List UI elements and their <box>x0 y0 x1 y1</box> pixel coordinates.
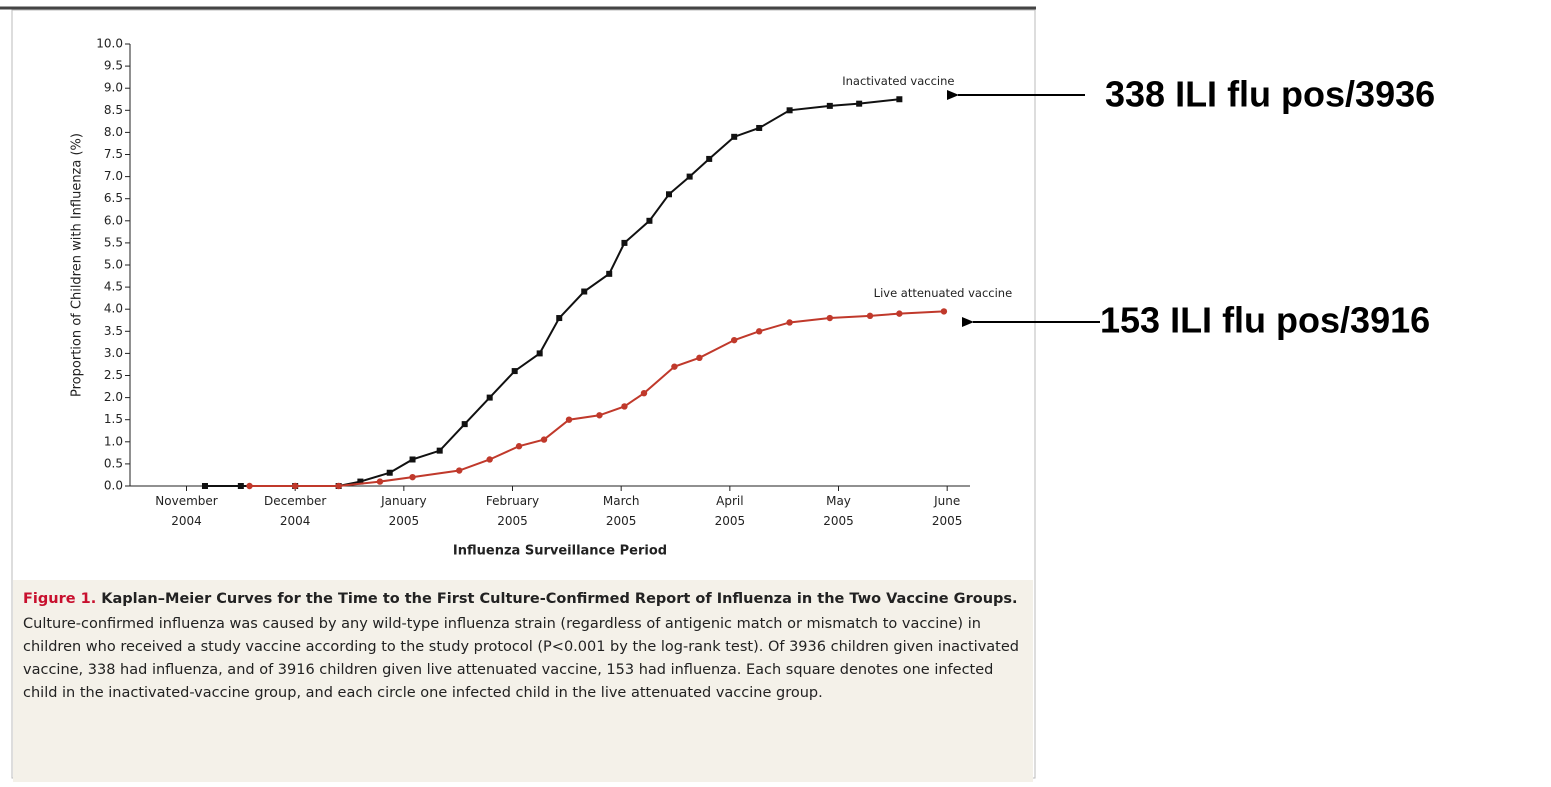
point <box>826 102 833 109</box>
y-tick-label: 10.0 <box>96 37 123 51</box>
point <box>786 107 793 114</box>
point <box>896 96 903 103</box>
y-axis-title: Proportion of Children with Influenza (%… <box>70 133 85 397</box>
point <box>540 436 548 443</box>
y-tick-label: 5.0 <box>104 258 123 272</box>
point <box>786 319 793 326</box>
point <box>621 239 628 246</box>
y-tick-label: 3.5 <box>104 324 123 338</box>
point <box>486 394 493 401</box>
y-tick-label: 9.0 <box>104 81 123 95</box>
series-line <box>204 98 900 487</box>
point <box>755 328 763 335</box>
point <box>409 473 416 481</box>
point <box>756 124 763 131</box>
y-tick-label: 7.5 <box>104 147 123 161</box>
caption-body: Culture-confirmed influenza was caused b… <box>23 616 1019 701</box>
caption-head: Figure 1. Kaplan–Meier Curves for the Ti… <box>23 588 1023 611</box>
y-tick-label: 0.5 <box>104 456 123 470</box>
point <box>291 482 299 490</box>
caption: Figure 1. Kaplan–Meier Curves for the Ti… <box>13 580 1033 782</box>
series-line <box>249 310 944 487</box>
x-tick-label: March 2005 <box>603 494 640 528</box>
point <box>896 310 903 317</box>
y-tick-label: 1.0 <box>104 434 123 448</box>
x-tick-label: April 2005 <box>715 494 746 528</box>
x-tick-label: December 2004 <box>264 494 326 528</box>
point <box>409 456 416 463</box>
y-tick-label: 4.0 <box>104 302 123 316</box>
series-label: Inactivated vaccine <box>842 74 954 88</box>
x-tick-label: June 2005 <box>932 494 963 528</box>
point <box>596 412 603 419</box>
series-label: Live attenuated vaccine <box>874 286 1013 300</box>
y-tick-label: 4.5 <box>104 280 123 294</box>
y-tick-label: 0.0 <box>104 479 123 493</box>
x-tick-label: May 2005 <box>823 494 854 528</box>
point <box>696 354 703 362</box>
point <box>730 336 738 344</box>
point <box>856 100 863 107</box>
point <box>237 483 244 489</box>
point <box>386 469 393 476</box>
point <box>606 270 613 277</box>
point <box>621 403 628 410</box>
y-tick-label: 2.5 <box>104 368 123 382</box>
annotation: 338 ILI flu pos/3936 <box>1105 74 1435 115</box>
y-tick-label: 7.0 <box>104 169 123 183</box>
point <box>246 482 253 490</box>
point <box>731 133 738 140</box>
point <box>640 389 648 397</box>
point <box>376 478 384 485</box>
y-tick-label: 3.0 <box>104 346 123 360</box>
y-tick-label: 8.5 <box>104 103 123 117</box>
point <box>706 155 713 162</box>
y-tick-label: 1.5 <box>104 412 123 426</box>
point <box>826 314 834 322</box>
y-tick-label: 2.0 <box>104 390 123 404</box>
point <box>436 447 443 454</box>
x-tick-label: January 2005 <box>380 494 427 528</box>
point <box>866 312 874 320</box>
y-tick-label: 9.5 <box>104 59 123 73</box>
y-tick-label: 8.0 <box>104 125 123 139</box>
point <box>665 191 672 198</box>
point <box>581 288 588 295</box>
point <box>671 363 678 370</box>
point <box>556 315 563 322</box>
point <box>511 368 518 375</box>
point <box>686 173 693 180</box>
x-tick-label: November 2004 <box>155 494 217 528</box>
point <box>461 421 468 428</box>
point <box>515 443 523 450</box>
point <box>536 350 543 357</box>
point <box>486 456 493 463</box>
annotation: 153 ILI flu pos/3916 <box>1100 300 1430 341</box>
point <box>357 478 364 485</box>
caption-title: Kaplan–Meier Curves for the Time to the … <box>101 591 1018 607</box>
y-tick-label: 5.5 <box>104 235 123 249</box>
point <box>335 482 342 490</box>
caption-label: Figure 1. <box>23 591 97 607</box>
point <box>456 467 463 474</box>
x-tick-label: February 2005 <box>486 494 539 528</box>
x-axis-title: Influenza Surveillance Period <box>453 544 667 559</box>
point <box>646 217 653 224</box>
y-tick-label: 6.5 <box>104 191 123 205</box>
y-tick-label: 6.0 <box>104 213 123 227</box>
point <box>201 483 208 489</box>
point <box>565 416 573 423</box>
point <box>940 308 948 315</box>
